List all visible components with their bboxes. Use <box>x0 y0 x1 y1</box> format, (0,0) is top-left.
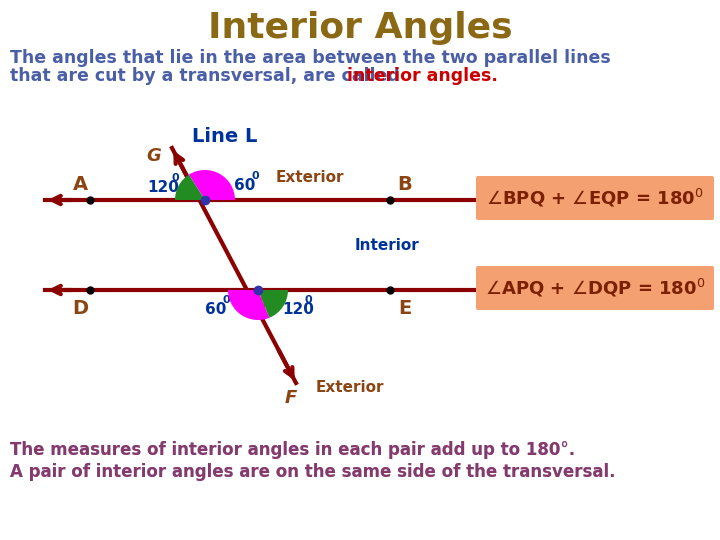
Text: 120: 120 <box>147 180 179 195</box>
Text: G: G <box>147 147 161 165</box>
Text: The measures of interior angles in each pair add up to 180°.: The measures of interior angles in each … <box>10 441 575 459</box>
Text: F: F <box>285 389 297 407</box>
Text: B: B <box>397 174 413 193</box>
Text: $\angle$APQ + $\angle$DQP = 180$^0$: $\angle$APQ + $\angle$DQP = 180$^0$ <box>485 277 705 299</box>
Text: The measures of interior angles in each pair add up to 180°.: The measures of interior angles in each … <box>10 441 575 459</box>
Text: 0: 0 <box>222 295 230 305</box>
Text: Line N: Line N <box>520 280 589 300</box>
Text: 0: 0 <box>251 171 258 181</box>
Text: 120: 120 <box>282 302 314 318</box>
FancyBboxPatch shape <box>476 176 714 220</box>
Text: Q: Q <box>253 299 266 314</box>
Text: A pair of interior angles are on the same side of the transversal.: A pair of interior angles are on the sam… <box>10 463 616 481</box>
Wedge shape <box>189 170 235 200</box>
Text: interior angles.: interior angles. <box>347 67 498 85</box>
Wedge shape <box>258 290 288 318</box>
Text: 0: 0 <box>171 173 179 183</box>
Text: Exterior: Exterior <box>276 171 344 186</box>
Wedge shape <box>228 290 269 320</box>
Text: Interior: Interior <box>355 238 420 253</box>
Text: D: D <box>72 299 88 318</box>
Text: A pair of interior angles are on the same side of the transversal.: A pair of interior angles are on the sam… <box>10 463 616 481</box>
Text: A: A <box>73 174 88 193</box>
Text: Exterior: Exterior <box>316 381 384 395</box>
Text: Line L: Line L <box>192 126 257 145</box>
Text: E: E <box>398 299 412 318</box>
Text: $\angle$BPQ + $\angle$EQP = 180$^0$: $\angle$BPQ + $\angle$EQP = 180$^0$ <box>486 187 703 209</box>
Text: P: P <box>207 180 219 195</box>
Text: 60: 60 <box>205 302 227 318</box>
Wedge shape <box>175 174 205 200</box>
Text: 0: 0 <box>304 295 312 305</box>
FancyBboxPatch shape <box>476 266 714 310</box>
Text: that are cut by a transversal, are called: that are cut by a transversal, are calle… <box>10 67 406 85</box>
Text: Interior Angles: Interior Angles <box>207 11 513 45</box>
Text: The angles that lie in the area between the two parallel lines: The angles that lie in the area between … <box>10 49 611 67</box>
Text: 60: 60 <box>234 179 256 193</box>
Text: Line M: Line M <box>520 191 593 210</box>
